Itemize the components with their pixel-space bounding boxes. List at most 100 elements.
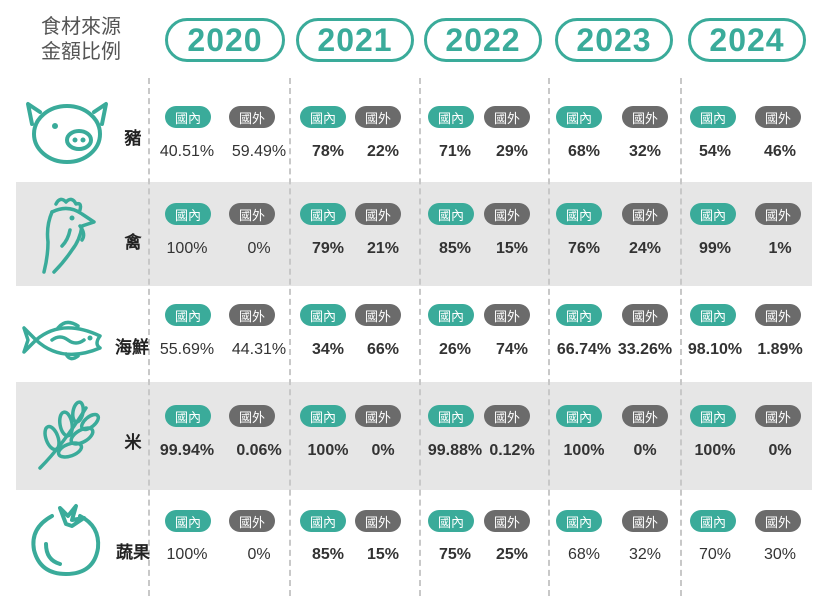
domestic-badge: 國內 xyxy=(165,106,211,128)
imported-value-pork-2020: 59.49% xyxy=(231,143,287,160)
domestic-badge: 國內 xyxy=(165,304,211,326)
domestic-badge: 國內 xyxy=(556,405,602,427)
category-vegetables-fruit: 蔬果 xyxy=(116,543,150,563)
domestic-value-vegetables-fruit-2021: 85% xyxy=(311,546,345,563)
category-rice: 米 xyxy=(124,433,142,453)
domestic-value-seafood-2020: 55.69% xyxy=(159,341,215,358)
domestic-badge: 國內 xyxy=(556,203,602,225)
domestic-value-vegetables-fruit-2024: 70% xyxy=(698,546,732,563)
imported-badge: 國外 xyxy=(484,203,530,225)
domestic-badge: 國內 xyxy=(165,510,211,532)
column-divider xyxy=(148,78,150,596)
domestic-value-seafood-2024: 98.10% xyxy=(687,341,743,358)
imported-value-poultry-2022: 15% xyxy=(495,240,529,257)
imported-badge: 國外 xyxy=(229,304,275,326)
domestic-badge: 國內 xyxy=(165,203,211,225)
imported-value-seafood-2020: 44.31% xyxy=(231,341,287,358)
imported-badge: 國外 xyxy=(484,510,530,532)
domestic-badge: 國內 xyxy=(690,304,736,326)
imported-value-rice-2021: 0% xyxy=(371,442,395,459)
domestic-badge: 國內 xyxy=(556,106,602,128)
imported-badge: 國外 xyxy=(229,405,275,427)
imported-value-vegetables-fruit-2021: 15% xyxy=(366,546,400,563)
domestic-value-poultry-2022: 85% xyxy=(438,240,472,257)
imported-value-pork-2024: 46% xyxy=(763,143,797,160)
category-pork: 豬 xyxy=(124,129,142,149)
imported-badge: 國外 xyxy=(755,510,801,532)
domestic-value-pork-2024: 54% xyxy=(698,143,732,160)
imported-badge: 國外 xyxy=(355,106,401,128)
imported-badge: 國外 xyxy=(355,405,401,427)
domestic-badge: 國內 xyxy=(300,203,346,225)
imported-badge: 國外 xyxy=(622,106,668,128)
year-header-2021: 2021 xyxy=(296,18,414,62)
imported-badge: 國外 xyxy=(755,405,801,427)
imported-value-pork-2022: 29% xyxy=(495,143,529,160)
domestic-badge: 國內 xyxy=(556,304,602,326)
domestic-value-pork-2022: 71% xyxy=(438,143,472,160)
imported-badge: 國外 xyxy=(755,304,801,326)
title-line-1: 食材來源 xyxy=(41,14,121,38)
imported-value-poultry-2024: 1% xyxy=(768,240,792,257)
domestic-badge: 國內 xyxy=(690,106,736,128)
domestic-badge: 國內 xyxy=(300,405,346,427)
imported-value-poultry-2023: 24% xyxy=(628,240,662,257)
year-header-2022: 2022 xyxy=(424,18,542,62)
imported-badge: 國外 xyxy=(622,405,668,427)
imported-badge: 國外 xyxy=(229,510,275,532)
imported-badge: 國外 xyxy=(355,304,401,326)
category-poultry: 禽 xyxy=(124,233,142,253)
column-divider xyxy=(289,78,291,596)
chicken-icon xyxy=(42,197,96,274)
year-header-2020: 2020 xyxy=(165,18,285,62)
rice-icon xyxy=(38,400,101,470)
imported-value-rice-2020: 0.06% xyxy=(236,442,282,459)
imported-badge: 國外 xyxy=(622,510,668,532)
imported-badge: 國外 xyxy=(755,106,801,128)
domestic-value-pork-2020: 40.51% xyxy=(159,143,215,160)
domestic-value-rice-2024: 100% xyxy=(694,442,736,459)
imported-badge: 國外 xyxy=(622,203,668,225)
imported-value-pork-2021: 22% xyxy=(366,143,400,160)
domestic-badge: 國內 xyxy=(428,510,474,532)
domestic-badge: 國內 xyxy=(300,304,346,326)
imported-value-vegetables-fruit-2020: 0% xyxy=(247,546,271,563)
imported-value-vegetables-fruit-2022: 25% xyxy=(495,546,529,563)
domestic-badge: 國內 xyxy=(428,405,474,427)
page-title: 食材來源 金額比例 xyxy=(26,14,136,64)
domestic-value-vegetables-fruit-2023: 68% xyxy=(567,546,601,563)
fish-icon xyxy=(22,320,102,361)
domestic-value-seafood-2021: 34% xyxy=(311,341,345,358)
domestic-value-rice-2023: 100% xyxy=(563,442,605,459)
title-line-2: 金額比例 xyxy=(41,39,121,63)
domestic-badge: 國內 xyxy=(690,510,736,532)
imported-value-rice-2024: 0% xyxy=(768,442,792,459)
domestic-value-seafood-2022: 26% xyxy=(438,341,472,358)
domestic-value-pork-2021: 78% xyxy=(311,143,345,160)
imported-badge: 國外 xyxy=(355,510,401,532)
imported-badge: 國外 xyxy=(622,304,668,326)
imported-value-seafood-2023: 33.26% xyxy=(617,341,673,358)
domestic-badge: 國內 xyxy=(300,106,346,128)
imported-value-vegetables-fruit-2024: 30% xyxy=(763,546,797,563)
domestic-value-rice-2021: 100% xyxy=(307,442,349,459)
domestic-badge: 國內 xyxy=(690,405,736,427)
imported-badge: 國外 xyxy=(229,203,275,225)
pig-icon xyxy=(26,102,108,164)
domestic-value-poultry-2024: 99% xyxy=(698,240,732,257)
domestic-badge: 國內 xyxy=(428,203,474,225)
domestic-value-seafood-2023: 66.74% xyxy=(556,341,612,358)
column-divider xyxy=(548,78,550,596)
imported-value-vegetables-fruit-2023: 32% xyxy=(628,546,662,563)
imported-value-poultry-2021: 21% xyxy=(366,240,400,257)
domestic-badge: 國內 xyxy=(300,510,346,532)
imported-value-rice-2022: 0.12% xyxy=(489,442,535,459)
domestic-value-poultry-2021: 79% xyxy=(311,240,345,257)
column-divider xyxy=(680,78,682,596)
domestic-badge: 國內 xyxy=(428,106,474,128)
imported-value-poultry-2020: 0% xyxy=(247,240,271,257)
imported-value-seafood-2024: 1.89% xyxy=(757,341,803,358)
column-divider xyxy=(419,78,421,596)
year-header-2024: 2024 xyxy=(688,18,806,62)
domestic-value-poultry-2020: 100% xyxy=(166,240,208,257)
